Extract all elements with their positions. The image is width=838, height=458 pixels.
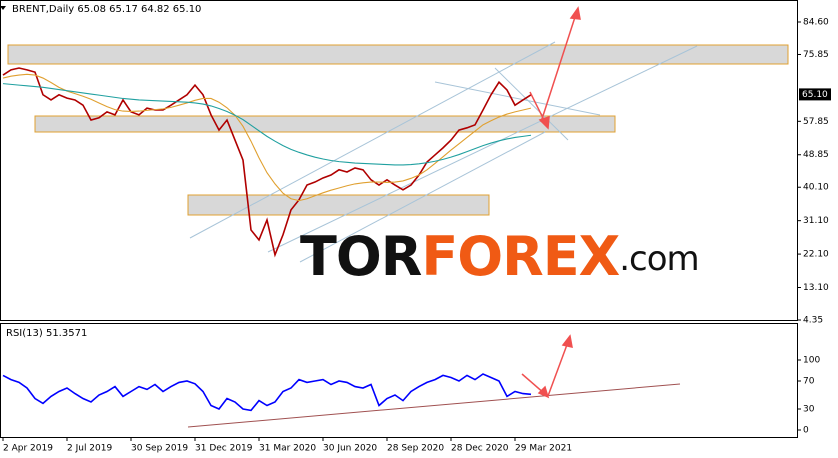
channel-line <box>299 131 546 263</box>
menu-icon <box>0 6 6 10</box>
channel-line <box>434 81 601 116</box>
series-line <box>2 83 532 166</box>
y-tick-label: 70 <box>803 377 815 387</box>
x-tick-label: 30 Sep 2019 <box>131 444 188 454</box>
x-tick-label: 30 Jun 2020 <box>323 444 377 454</box>
zone <box>34 115 616 133</box>
zone <box>187 194 490 216</box>
y-tick-label: 100 <box>803 356 820 366</box>
channel-line <box>267 45 698 253</box>
x-tick-label: 2 Jul 2019 <box>67 444 112 454</box>
y-tick-label: 0 <box>803 426 809 436</box>
y-tick-label: 13.10 <box>803 283 829 293</box>
x-tick-label: 29 Mar 2021 <box>515 444 572 454</box>
x-tick-label: 31 Mar 2020 <box>259 444 316 454</box>
y-tick-label: 84.60 <box>803 17 829 27</box>
rsi-trend-line <box>187 383 681 428</box>
y-tick-label: 22.10 <box>803 250 829 260</box>
y-tick-label: 57.85 <box>803 117 829 127</box>
x-tick-label: 28 Sep 2020 <box>387 444 444 454</box>
watermark: TORFOREX.com <box>300 225 699 288</box>
annotations <box>7 41 789 428</box>
arrow-head <box>561 334 573 348</box>
rsi-title: RSI(13) 51.3571 <box>6 328 87 339</box>
channel-line <box>494 67 569 141</box>
x-tick-label: 28 Dec 2020 <box>451 444 509 454</box>
plot <box>2 67 532 412</box>
x-tick-label: 2 Apr 2019 <box>3 444 53 454</box>
y-tick-label: 40.10 <box>803 183 829 193</box>
y-tick-label: 75.85 <box>803 50 829 60</box>
arrow <box>547 341 569 397</box>
y-tick-label: 48.85 <box>803 150 829 160</box>
arrow <box>540 13 577 123</box>
y-tick-label: 31.10 <box>803 216 829 226</box>
y-tick-label: 4.35 <box>803 316 823 326</box>
series-line <box>2 67 532 258</box>
price-panel <box>0 0 798 321</box>
y-tick-label: 30 <box>803 405 815 415</box>
series-line <box>2 373 532 412</box>
zone <box>7 44 789 65</box>
series-line <box>2 73 532 202</box>
chart-title: BRENT,Daily 65.08 65.17 64.82 65.10 <box>12 4 201 15</box>
arrow-head <box>569 6 581 20</box>
arrows <box>521 6 581 399</box>
arrow-head <box>537 385 550 399</box>
channel-line <box>189 41 556 239</box>
x-tick-label: 31 Dec 2019 <box>195 444 253 454</box>
last-price-label: 65.10 <box>802 90 828 100</box>
last-price-box <box>799 88 831 101</box>
